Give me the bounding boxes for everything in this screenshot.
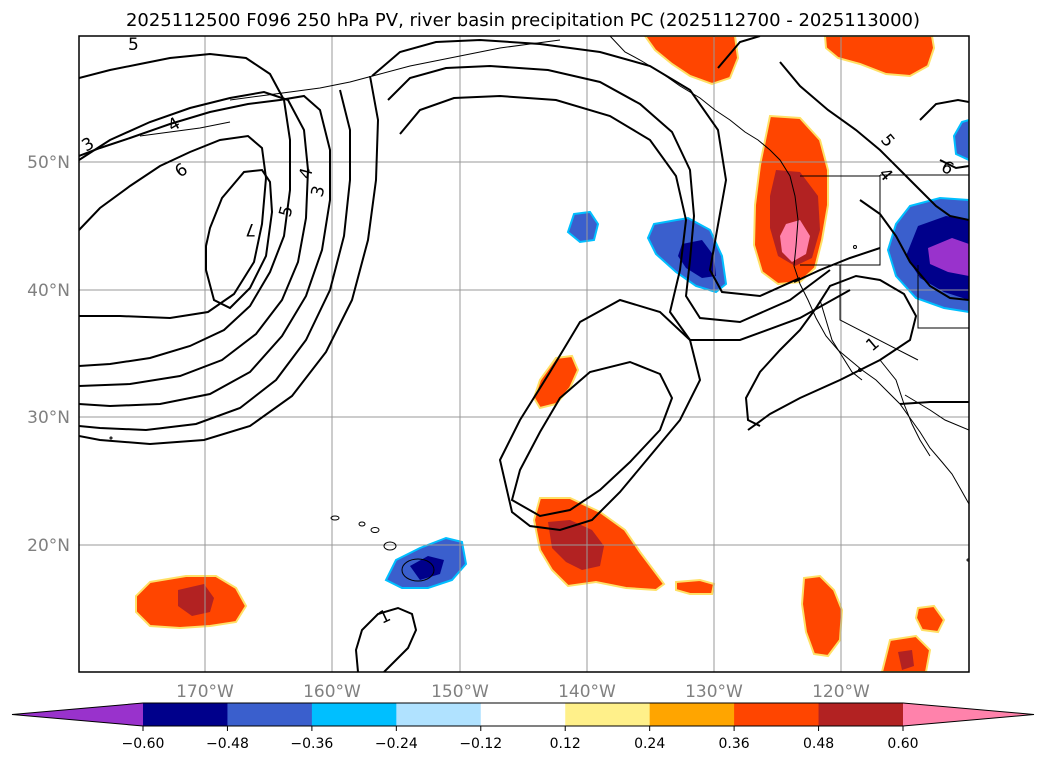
colorbar-tick-label: −0.60 — [122, 736, 165, 752]
colorbar-segment — [227, 703, 313, 726]
pv-contour-east-1 — [744, 274, 918, 431]
pv-contour-east-4 — [939, 159, 969, 170]
colorbar-segment — [649, 703, 735, 726]
pv-contour-2-west — [79, 89, 351, 432]
precip-positive-alaska — [643, 36, 740, 86]
longitude-labels: 170°W 160°W 150°W 140°W 130°W 120°W — [176, 682, 870, 702]
lat-label: 20°N — [27, 536, 70, 556]
precip-positive-mexico-core — [898, 650, 914, 670]
contour-label: 4 — [296, 166, 318, 182]
lon-label: 170°W — [176, 682, 234, 702]
pv-contour-east-5 — [899, 401, 969, 405]
precip-positive-baja — [800, 574, 844, 658]
precip-negative-small-145w — [566, 210, 600, 244]
colorbar-segment — [734, 703, 820, 726]
map-frame — [78, 35, 970, 673]
lat-label: 50°N — [27, 153, 70, 173]
pv-contour-ridge-inner — [399, 94, 851, 341]
pv-contour-5-west — [79, 52, 291, 367]
contour-label: 5 — [276, 204, 298, 220]
colorbar-tick-label: −0.12 — [459, 736, 502, 752]
colorbar-tick-label: −0.48 — [206, 736, 249, 752]
colorbar-extend-min — [12, 703, 143, 726]
pv-contour-east-3 — [919, 98, 969, 121]
pv-contour-1-west — [79, 75, 380, 446]
contour-label: 7 — [245, 219, 256, 239]
graticule — [79, 36, 969, 672]
precip-positive-mexico — [914, 604, 946, 634]
precip-negative-interior-peak — [928, 238, 969, 276]
pv-contours — [79, 36, 969, 672]
pv-contour-ridge-outer — [371, 38, 801, 298]
colorbar-tick-label: 0.36 — [719, 736, 750, 752]
pv-contour-trough — [498, 298, 702, 532]
precip-positive-pnw-peak — [780, 220, 810, 262]
precip-negative-hawaii-core — [410, 556, 444, 580]
pv-contour-east-2 — [779, 61, 969, 221]
colorbar-tick-label: 0.12 — [550, 736, 581, 752]
coastlines — [109, 36, 969, 582]
lon-label: 150°W — [431, 682, 489, 702]
latitude-labels: 50°N 40°N 30°N 20°N — [27, 153, 70, 556]
precip-negative-canada-edge — [952, 118, 969, 162]
colorbar-segment — [143, 703, 228, 726]
pv-contour-6-west — [79, 134, 268, 320]
contour-label: 5 — [128, 35, 139, 55]
lon-label: 160°W — [303, 682, 361, 702]
pv-contour-east-6 — [859, 199, 969, 301]
precip-fields — [135, 36, 969, 672]
colorbar-tick-label: −0.24 — [375, 736, 418, 752]
colorbar-tick-label: 0.48 — [803, 736, 834, 752]
lon-label: 140°W — [558, 682, 616, 702]
pv-contour-4-west — [79, 90, 310, 387]
colorbar-segment — [818, 703, 904, 726]
figure-title: 2025112500 F096 250 hPa PV, river basin … — [126, 10, 920, 31]
colorbar-extend-max — [903, 703, 1034, 726]
colorbar-tick-label: 0.24 — [634, 736, 665, 752]
colorbar-segment — [311, 703, 397, 726]
precip-positive-small-130w — [675, 578, 716, 595]
colorbar-segment — [396, 703, 482, 726]
precip-positive-canada — [823, 36, 936, 78]
pv-contour-east-7 — [793, 247, 881, 283]
colorbar-tick-label: 0.60 — [887, 736, 918, 752]
pv-contour-hawaii — [354, 606, 418, 672]
colorbar: −0.60 −0.48 −0.36 −0.24 −0.12 0.12 0.24 0.36 0.4… — [11, 702, 1035, 752]
lon-label: 130°W — [685, 682, 743, 702]
precip-negative-offshore-core — [678, 240, 716, 278]
colorbar-segment — [565, 703, 651, 726]
contour-label: 3 — [308, 184, 330, 200]
lon-label: 120°W — [812, 682, 870, 702]
map-content: 5 4 3 6 7 5 4 3 5 4 6 1 1 — [79, 35, 969, 672]
colorbar-segment — [480, 703, 566, 726]
pv-contour-7 — [205, 168, 274, 310]
pv-contour-trough-inner — [510, 360, 674, 518]
colorbar-tick-label: −0.36 — [290, 736, 333, 752]
lat-label: 30°N — [27, 408, 70, 428]
pv-contour-ridge-mid — [387, 64, 831, 324]
lat-label: 40°N — [27, 281, 70, 301]
pv-contour-3-west — [79, 94, 331, 408]
pv-contour-east-8 — [717, 36, 761, 69]
